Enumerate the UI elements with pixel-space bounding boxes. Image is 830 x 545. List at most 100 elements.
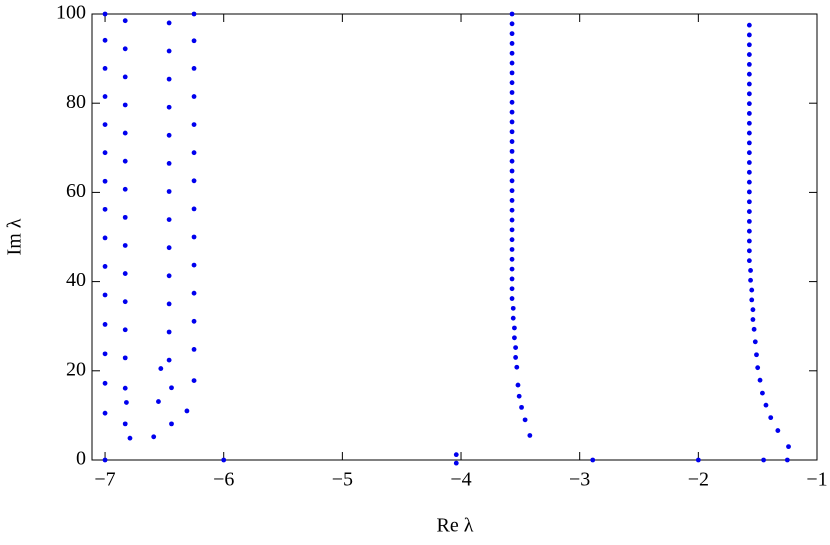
point [102,351,108,357]
point [191,346,197,352]
point [509,21,515,27]
point [122,327,128,333]
point [510,315,516,321]
point [509,256,515,262]
point [166,132,172,138]
point [156,399,161,404]
point [784,457,790,463]
point [166,217,172,223]
point [509,80,515,86]
point [184,408,190,414]
point [746,258,752,264]
point [191,262,197,268]
point [509,119,515,125]
point [768,415,774,421]
point [746,52,752,57]
point [102,322,108,327]
point [191,150,197,156]
point [191,234,197,240]
x-tick-label: −1 [806,469,827,491]
x-tick-label: −4 [450,469,471,491]
y-tick-label: 100 [56,2,86,24]
point [169,421,174,427]
point [513,345,519,351]
point [509,178,515,184]
y-tick-label: 40 [66,269,86,291]
point [122,102,128,108]
point [509,148,515,154]
x-axis-label: Re λ [437,515,474,537]
point [754,352,759,358]
point [102,178,108,184]
point [748,268,753,273]
point [509,50,515,56]
point [755,365,761,371]
point [509,227,515,233]
y-axis-label: Im λ [4,218,26,255]
point [102,457,108,463]
point [509,217,515,223]
point [746,228,752,234]
x-tick-label: −7 [94,469,115,491]
point [509,276,515,282]
point [169,385,174,391]
point [757,377,763,383]
point [746,160,752,165]
point [191,11,197,17]
point [519,404,524,410]
point [122,74,128,80]
point [453,452,459,458]
point [166,76,172,82]
point [122,158,128,164]
point [221,457,227,463]
y-tick-label: 20 [66,358,86,380]
point [102,292,108,298]
plot-frame [91,13,818,461]
point [102,94,108,99]
point [166,301,172,307]
point [761,457,767,463]
y-tick-label: 0 [76,448,86,470]
point [509,168,515,174]
point [749,287,755,293]
point [122,214,128,220]
point [102,206,108,212]
point [122,18,128,24]
point [527,433,533,438]
x-tick-label: −3 [569,469,590,491]
point [786,444,791,450]
point [746,238,752,244]
point [191,38,197,44]
point [509,188,515,194]
point [191,378,197,384]
point [763,402,769,408]
point [746,32,752,38]
point [509,286,515,292]
point [746,130,752,136]
x-tick-label: −6 [213,469,234,491]
point [746,120,752,126]
point [512,325,517,331]
point [102,37,108,43]
point [122,299,128,305]
point [509,41,515,46]
point [746,248,752,254]
point [122,130,128,136]
point [509,11,515,17]
point [510,305,516,311]
point [509,158,515,164]
point [746,42,752,48]
point [746,189,752,195]
point [102,66,108,71]
point [102,410,108,416]
point [122,46,128,52]
point [509,266,515,272]
point [122,186,128,192]
point [746,91,752,97]
point [513,355,519,360]
point [166,329,172,335]
point [509,109,515,115]
point [102,264,108,269]
